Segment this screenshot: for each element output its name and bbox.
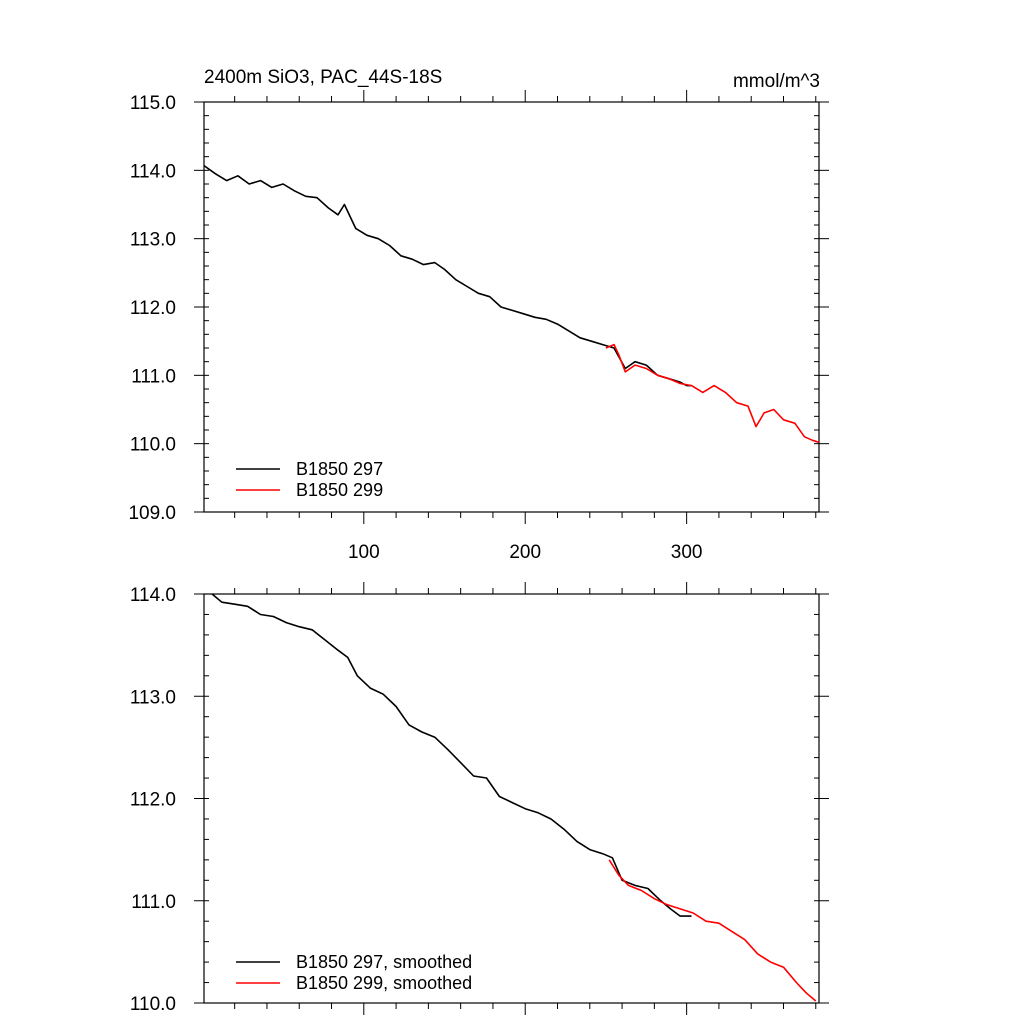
y-tick-label: 114.0 <box>130 161 176 182</box>
y-tick-labels-top: 109.0 110.0 111.0 112.0 113.0 114.0 115.0 <box>128 93 176 524</box>
x-tick-label: 300 <box>671 542 703 563</box>
plot-frame-top <box>203 101 820 513</box>
series-lines-bottom <box>211 593 817 1002</box>
y-tick-label: 111.0 <box>131 892 176 913</box>
x-tick-label: 200 <box>509 542 541 563</box>
y-tick-label: 111.0 <box>131 366 176 387</box>
legend-label: B1850 297, smoothed <box>296 952 472 972</box>
units-label: mmol/m^3 <box>733 71 820 92</box>
x-tick-labels-top: 100 200 300 <box>348 542 703 563</box>
y-tick-label: 115.0 <box>130 93 176 114</box>
chart-title: 2400m SiO3, PAC_44S-18S <box>204 67 442 88</box>
series-lines-top <box>203 164 820 444</box>
y-tick-label: 113.0 <box>130 687 176 708</box>
series-line <box>211 593 692 917</box>
bottom-panel: 110.0 111.0 112.0 113.0 114.0 B1850 297, smo… <box>130 582 829 1015</box>
legend-label: B1850 297 <box>296 459 383 479</box>
legend-label: B1850 299 <box>296 480 383 500</box>
tick-marks-bottom <box>194 582 829 1015</box>
y-tick-label: 114.0 <box>130 585 176 606</box>
top-panel: 2400m SiO3, PAC_44S-18S mmol/m^3 100 200 3… <box>128 67 829 563</box>
plot-frame-bottom <box>203 593 820 1004</box>
y-tick-label: 110.0 <box>130 435 176 456</box>
legend-label: B1850 299, smoothed <box>296 973 472 993</box>
x-tick-label: 100 <box>348 542 380 563</box>
y-tick-label: 113.0 <box>130 230 176 251</box>
tick-marks-top <box>194 90 829 524</box>
series-line <box>608 859 817 1002</box>
y-tick-labels-bottom: 110.0 111.0 112.0 113.0 114.0 <box>130 585 176 1015</box>
series-line <box>605 343 820 444</box>
y-tick-label: 112.0 <box>130 790 176 811</box>
y-tick-label: 110.0 <box>130 994 176 1015</box>
y-tick-label: 109.0 <box>128 503 176 524</box>
y-tick-label: 112.0 <box>130 298 176 319</box>
